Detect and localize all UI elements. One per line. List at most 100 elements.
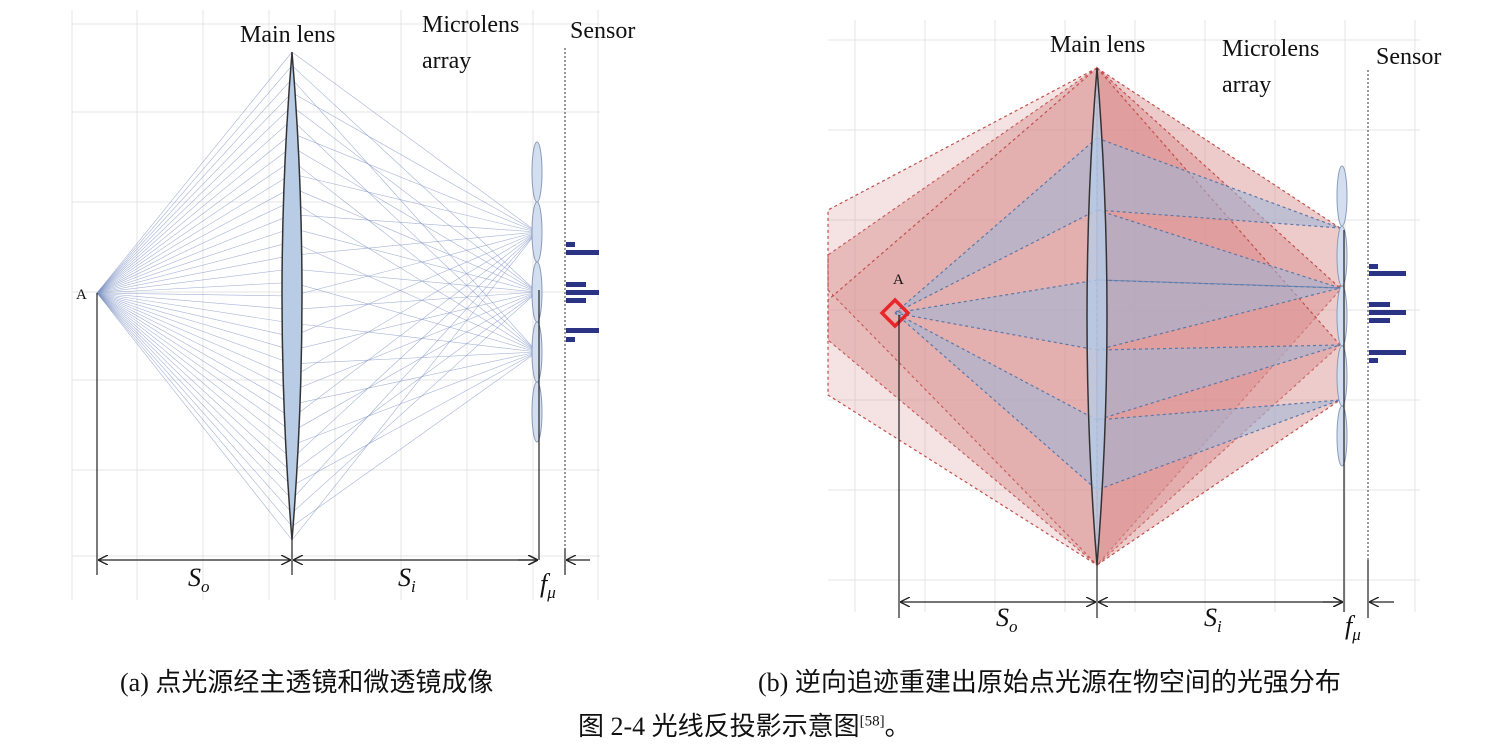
panel-a-si-label: Si bbox=[398, 563, 416, 596]
panel-a-ray-to-lens bbox=[96, 214, 293, 294]
panel-a-ray-to-lens bbox=[96, 292, 293, 337]
panel-a-ray-to-microlens bbox=[291, 51, 538, 233]
panel-a-ray-to-lens bbox=[96, 51, 293, 294]
panel-a-ray-to-microlens bbox=[291, 119, 538, 353]
panel-a-microlens-label-2: array bbox=[422, 48, 471, 74]
panel-a-ray-to-microlens bbox=[291, 146, 538, 293]
figure-caption-text: 图 2-4 光线反投影示意图 bbox=[578, 712, 860, 741]
panel-a-ray-to-microlens bbox=[291, 160, 538, 353]
panel-a-fmu-label: fμ bbox=[540, 569, 556, 602]
figure-caption-end: 。 bbox=[884, 712, 911, 741]
panel-a-ray-to-lens bbox=[96, 282, 293, 294]
panel-a-ray-to-microlens bbox=[291, 231, 538, 337]
panel-b-main-lens-label: Main lens bbox=[1050, 32, 1145, 58]
panel-b-sensor-intensity-bars bbox=[1369, 264, 1406, 363]
panel-a-ray-to-microlens bbox=[291, 282, 538, 353]
panel-a-ray-to-microlens bbox=[291, 173, 538, 233]
panel-a-ray-to-microlens bbox=[291, 65, 538, 293]
panel-a-microlens-array bbox=[531, 141, 543, 443]
panel-a-ray-to-lens bbox=[96, 268, 293, 294]
panel-a-ray-to-lens bbox=[96, 200, 293, 294]
panel-b-si-label: Si bbox=[1204, 603, 1222, 636]
panel-a-ray-to-lens bbox=[96, 292, 293, 392]
panel-a-ray-to-microlens bbox=[291, 351, 538, 405]
panel-a-ray-to-microlens bbox=[291, 291, 538, 392]
panel-a-ray-to-microlens bbox=[291, 227, 538, 293]
panel-a-ray-to-microlens bbox=[291, 291, 538, 473]
panel-a-ray-to-microlens bbox=[291, 92, 538, 233]
panel-a-ray-to-lens bbox=[96, 92, 293, 294]
panel-a-microlens-label-1: Microlens bbox=[422, 12, 519, 38]
panel-b-back-projection: Main lens Microlens array Sensor A So Si… bbox=[827, 20, 1441, 644]
panel-a-ray-to-lens bbox=[96, 292, 293, 365]
panel-a-ray-to-lens bbox=[96, 292, 293, 514]
panel-a-ray-to-microlens bbox=[291, 231, 538, 297]
panel-a-ray-to-lens bbox=[96, 292, 293, 432]
panel-b-microlens-label-1: Microlens bbox=[1222, 36, 1319, 62]
panel-a-ray-to-microlens bbox=[291, 351, 538, 365]
panel-a-ray-to-microlens bbox=[291, 231, 538, 541]
panel-a-ray-to-lens bbox=[96, 292, 293, 527]
panel-b-reconstructed-point-marker bbox=[879, 297, 911, 329]
panel-a-ray-to-microlens bbox=[291, 291, 538, 310]
panel-a-ray-to-lens bbox=[96, 160, 293, 294]
panel-a-so-label: So bbox=[188, 563, 210, 596]
panel-b-grid bbox=[828, 20, 1420, 612]
panel-a-ray-to-lens bbox=[96, 292, 293, 473]
panel-a-ray-to-lens bbox=[96, 292, 293, 500]
panel-b-microlens-array bbox=[1336, 165, 1348, 467]
panel-a-ray-to-lens bbox=[96, 65, 293, 294]
figure-caption: 图 2-4 光线反投影示意图[58]。 bbox=[578, 706, 911, 743]
panel-a-ray-to-microlens bbox=[291, 231, 538, 500]
panel-a-ray-to-lens bbox=[96, 292, 293, 297]
panel-a-ray-to-microlens bbox=[291, 231, 538, 378]
panel-a-ray-to-lens bbox=[96, 292, 293, 486]
panel-a-ray-to-lens bbox=[96, 133, 293, 294]
panel-a-ray-to-microlens bbox=[291, 200, 538, 353]
panel-a-ray-to-lens bbox=[96, 255, 293, 294]
panel-a-ray-to-lens bbox=[96, 292, 293, 419]
panel-a-ray-to-microlens bbox=[291, 78, 538, 353]
panel-a-ray-to-lens bbox=[96, 187, 293, 294]
panel-a-ray-to-microlens bbox=[291, 291, 538, 351]
panel-a-ray-to-lens bbox=[96, 292, 293, 446]
panel-a-sensor-label: Sensor bbox=[570, 18, 635, 44]
panel-b-fmu-label: fμ bbox=[1345, 611, 1361, 644]
panel-a-ray-to-microlens bbox=[291, 241, 538, 353]
panel-a-ray-to-lens bbox=[96, 292, 293, 541]
panel-a-ray-to-lens bbox=[96, 292, 293, 378]
panel-a-rays bbox=[96, 51, 538, 541]
panel-a-ray-to-microlens bbox=[291, 351, 538, 446]
panel-a-ray-to-microlens bbox=[291, 231, 538, 459]
panel-a-ray-to-microlens bbox=[291, 268, 538, 293]
caption-panel-a: (a) 点光源经主透镜和微透镜成像 bbox=[120, 668, 494, 697]
panel-a-ray-to-microlens bbox=[291, 322, 538, 353]
panel-a-ray-to-microlens bbox=[291, 351, 538, 487]
panel-a-ray-to-lens bbox=[96, 292, 293, 459]
panel-a-ray-to-lens bbox=[96, 292, 293, 351]
panel-a-point-a-label: A bbox=[76, 287, 87, 303]
panel-a-ray-to-lens bbox=[96, 292, 293, 405]
panel-a-ray-to-microlens bbox=[291, 231, 538, 256]
figure-reference: [58] bbox=[859, 713, 885, 730]
panel-b-point-a-label: A bbox=[893, 272, 904, 288]
panel-a-ray-to-lens bbox=[96, 241, 293, 294]
panel-b-blue-ray-cones bbox=[894, 136, 1341, 492]
panel-a-forward-imaging: Main lens Microlens array Sensor A So Si… bbox=[71, 10, 635, 602]
panel-a-ray-to-lens bbox=[96, 292, 293, 324]
panel-a-ray-to-lens bbox=[96, 119, 293, 294]
panel-a-ray-to-lens bbox=[96, 78, 293, 294]
panel-a-ray-to-lens bbox=[96, 227, 293, 294]
panel-a-ray-to-microlens bbox=[291, 187, 538, 293]
panel-b-so-label: So bbox=[996, 603, 1018, 636]
panel-a-ray-to-microlens bbox=[291, 231, 538, 419]
panel-b-microlens-label-2: array bbox=[1222, 72, 1271, 98]
panel-a-ray-to-lens bbox=[96, 106, 293, 294]
panel-a-ray-to-microlens bbox=[291, 351, 538, 527]
caption-panel-b: (b) 逆向追迹重建出原始点光源在物空间的光强分布 bbox=[758, 668, 1341, 697]
panel-b-sensor-label: Sensor bbox=[1376, 44, 1441, 70]
panel-a-ray-to-microlens bbox=[291, 291, 538, 514]
panel-a-ray-to-lens bbox=[96, 173, 293, 294]
panel-a-sensor-intensity-bars bbox=[566, 242, 599, 342]
